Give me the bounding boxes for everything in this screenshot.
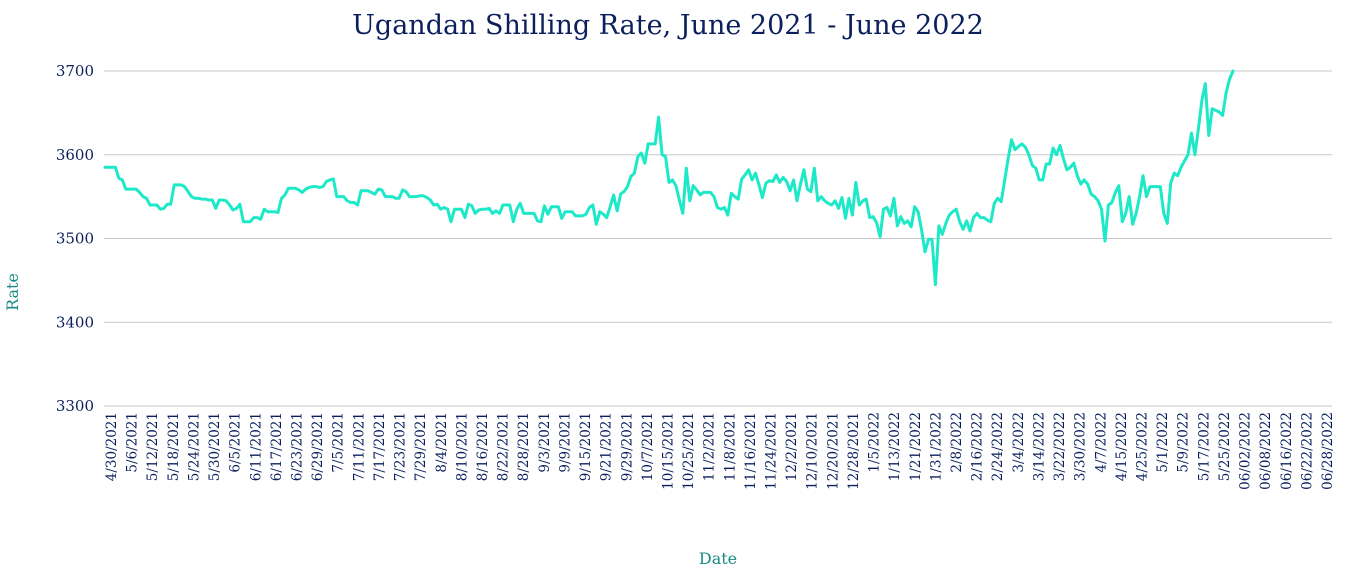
x-tick-label: 6/11/2021 [248,412,264,481]
gridlines [104,70,1332,407]
x-tick-label: 2/24/2022 [990,412,1006,481]
x-tick-label: 10/7/2021 [640,412,656,481]
x-tick-label: 3/14/2022 [1032,412,1048,481]
x-tick-label: 5/24/2021 [186,412,202,481]
x-tick-label: 7/29/2021 [413,412,429,481]
x-tick-label: 06/22/2022 [1299,412,1315,490]
x-tick-label: 4/15/2022 [1114,412,1130,481]
x-tick-label: 5/1/2022 [1155,412,1171,473]
x-tick-label: 9/15/2021 [578,412,594,481]
y-tick-label: 3400 [56,313,94,331]
x-tick-label: 11/16/2021 [743,412,759,490]
x-tick-label: 3/4/2022 [1011,412,1027,473]
x-tick-label: 12/28/2021 [846,412,862,490]
x-tick-label: 4/7/2022 [1093,412,1109,473]
x-tick-label: 8/28/2021 [516,412,532,481]
x-tick-label: 4/30/2021 [104,412,120,481]
x-tick-label: 10/25/2021 [681,412,697,490]
x-tick-label: 06/16/2022 [1279,412,1295,490]
x-tick-label: 2/8/2022 [949,412,965,473]
x-tick-labels: 4/30/2021 5/6/2021 5/12/2021 5/18/2021 5/24/… [104,412,1336,490]
y-axis-label: Rate [3,273,22,311]
x-tick-label: 06/02/2022 [1238,412,1254,490]
x-tick-label: 1/5/2022 [867,412,883,473]
y-tick-labels: 3300 3400 3500 3600 3700 [56,62,94,415]
x-tick-label: 6/29/2021 [310,412,326,481]
x-tick-label: 7/23/2021 [393,412,409,481]
x-axis-label: Date [699,549,737,568]
x-tick-label: 3/30/2022 [1073,412,1089,481]
x-tick-label: 8/16/2021 [475,412,491,481]
x-tick-label: 3/22/2022 [1052,412,1068,481]
series-line [103,69,1235,287]
y-tick-label: 3300 [56,397,94,415]
x-tick-label: 8/4/2021 [434,412,450,473]
x-tick-label: 7/17/2021 [372,412,388,481]
y-tick-label: 3500 [56,230,94,248]
x-tick-label: 8/22/2021 [496,412,512,481]
x-tick-label: 06/08/2022 [1258,412,1274,490]
x-tick-label: 7/11/2021 [351,412,367,481]
x-tick-label: 5/17/2022 [1196,412,1212,481]
x-tick-label: 8/10/2021 [454,412,470,481]
x-tick-label: 5/25/2022 [1217,412,1233,481]
x-tick-label: 12/20/2021 [825,412,841,490]
x-tick-label: 6/5/2021 [228,412,244,473]
y-tick-label: 3600 [56,146,94,164]
x-tick-label: 9/9/2021 [557,412,573,473]
x-tick-label: 12/2/2021 [784,412,800,481]
x-tick-label: 2/16/2022 [970,412,986,481]
chart-title: Ugandan Shilling Rate, June 2021 - June … [352,10,984,41]
x-tick-label: 1/21/2022 [908,412,924,481]
x-tick-label: 4/25/2022 [1135,412,1151,481]
x-tick-label: 5/18/2021 [166,412,182,481]
x-tick-label: 5/12/2021 [145,412,161,481]
x-tick-label: 06/28/2022 [1320,412,1336,490]
x-tick-label: 7/5/2021 [331,412,347,473]
x-tick-label: 10/15/2021 [661,412,677,490]
x-tick-label: 5/9/2022 [1176,412,1192,473]
x-tick-label: 12/10/2021 [805,412,821,490]
x-tick-label: 5/30/2021 [207,412,223,481]
x-tick-label: 9/21/2021 [599,412,615,481]
x-tick-label: 9/29/2021 [619,412,635,481]
x-tick-label: 1/13/2022 [887,412,903,481]
x-tick-label: 11/24/2021 [764,412,780,490]
x-tick-label: 6/23/2021 [290,412,306,481]
x-tick-label: 5/6/2021 [125,412,141,473]
y-tick-label: 3700 [56,62,94,80]
x-tick-label: 11/2/2021 [702,412,718,481]
x-tick-label: 1/31/2022 [928,412,944,481]
x-tick-label: 6/17/2021 [269,412,285,481]
x-tick-label: 9/3/2021 [537,412,553,473]
x-tick-label: 11/8/2021 [722,412,738,481]
